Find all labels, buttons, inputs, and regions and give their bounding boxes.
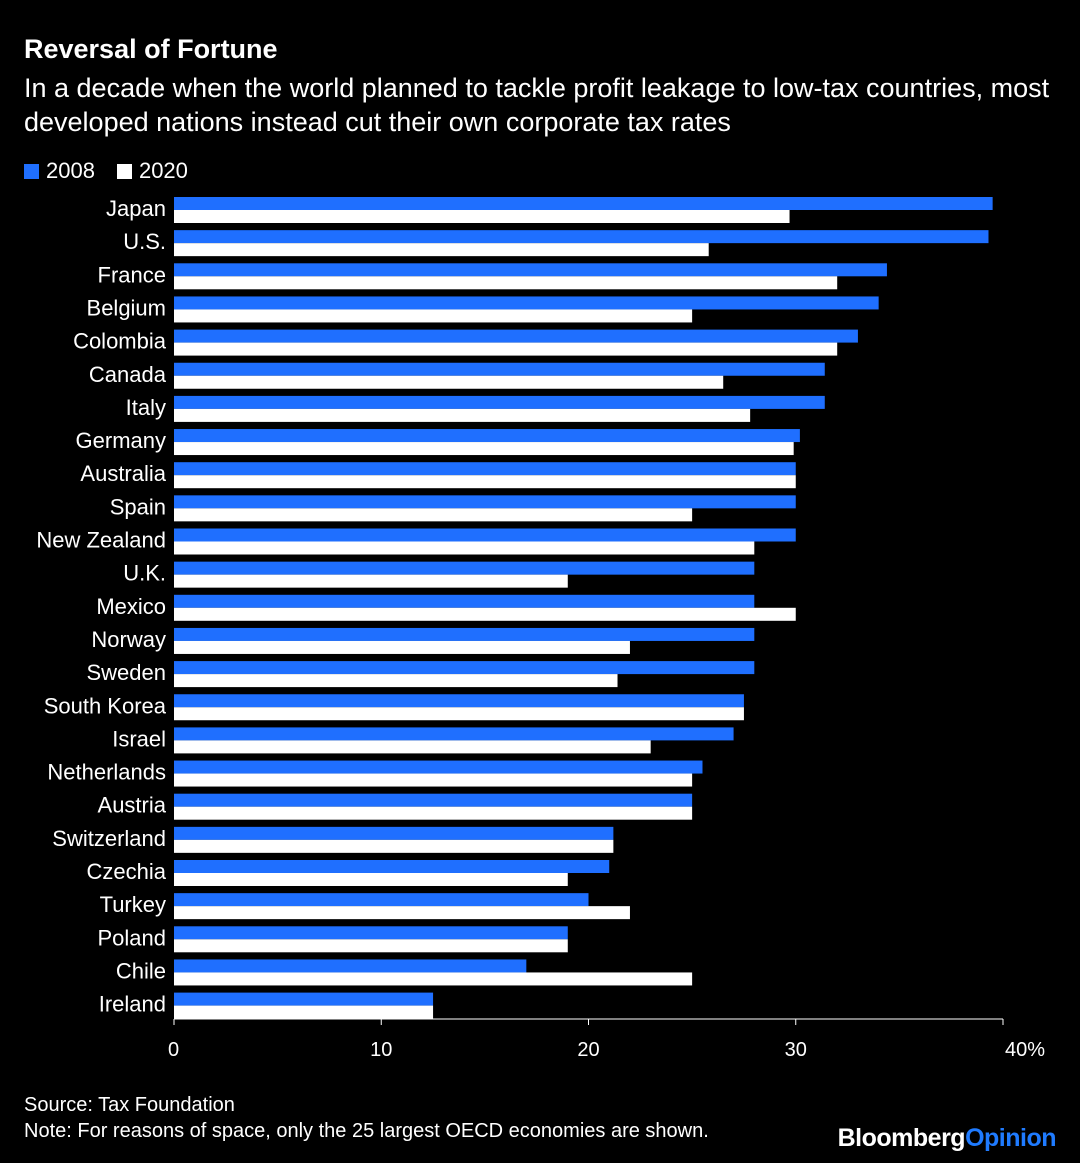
category-label-czechia: Czechia xyxy=(87,859,167,884)
bar-2008-spain xyxy=(174,495,796,509)
bar-2020-australia xyxy=(174,475,796,489)
bar-2020-spain xyxy=(174,508,693,522)
bar-2008-japan xyxy=(174,197,993,210)
x-tick-label-10: 10 xyxy=(370,1039,392,1061)
bar-2008-u-k xyxy=(174,561,755,575)
category-label-south-korea: South Korea xyxy=(44,693,167,718)
bar-2020-switzerland xyxy=(174,839,614,853)
category-label-u-k: U.K. xyxy=(123,561,166,586)
x-tick-label-20: 20 xyxy=(577,1039,599,1061)
bar-2020-czechia xyxy=(174,873,568,886)
bar-2008-new-zealand xyxy=(174,528,796,542)
category-label-norway: Norway xyxy=(91,627,166,652)
bar-2020-sweden xyxy=(174,674,618,688)
bar-2008-norway xyxy=(174,627,755,641)
bar-2008-ireland xyxy=(174,992,434,1006)
bar-2008-poland xyxy=(174,926,568,940)
source-note: Source: Tax Foundation xyxy=(24,1094,235,1116)
category-label-germany: Germany xyxy=(76,428,166,453)
category-label-colombia: Colombia xyxy=(73,329,167,354)
bar-2008-turkey xyxy=(174,893,589,907)
bar-2008-italy xyxy=(174,395,825,409)
category-label-japan: Japan xyxy=(106,196,166,221)
bar-2020-turkey xyxy=(174,906,630,920)
category-label-belgium: Belgium xyxy=(87,295,166,320)
bar-2020-ireland xyxy=(174,1005,434,1019)
bar-2008-czechia xyxy=(174,860,610,873)
category-label-australia: Australia xyxy=(80,461,166,486)
bar-2020-canada xyxy=(174,375,724,389)
bar-2008-sweden xyxy=(174,661,755,675)
legend-item-2020: 2020 xyxy=(116,158,188,184)
bar-2020-austria xyxy=(174,806,693,820)
brand-logo: BloombergOpinion xyxy=(837,1124,1057,1153)
bar-2020-italy xyxy=(174,408,751,422)
legend: 2008 2020 xyxy=(24,158,210,184)
bar-2020-poland xyxy=(174,939,568,953)
brand-opinion: Opinion xyxy=(965,1124,1056,1152)
bar-2020-colombia xyxy=(174,342,838,356)
bar-2008-u-s xyxy=(174,230,989,244)
bar-2008-netherlands xyxy=(174,760,703,774)
category-label-sweden: Sweden xyxy=(86,660,166,685)
bar-2020-chile xyxy=(174,972,693,986)
legend-item-2008: 2008 xyxy=(24,158,95,184)
chart-subtitle: In a decade when the world planned to ta… xyxy=(24,73,1050,137)
bar-2020-south-korea xyxy=(174,707,744,721)
legend-label-2020: 2020 xyxy=(138,158,188,183)
bar-2008-france xyxy=(174,263,887,277)
category-label-u-s: U.S. xyxy=(123,229,166,254)
category-label-austria: Austria xyxy=(98,793,167,818)
bar-2020-netherlands xyxy=(174,773,693,787)
category-label-ireland: Ireland xyxy=(99,992,166,1017)
legend-swatch-2020 xyxy=(116,163,132,179)
bar-2020-germany xyxy=(174,442,794,456)
category-label-france: France xyxy=(98,262,166,287)
bar-chart: Japan U.S. France Belgium Colombia Canada Ital… xyxy=(36,196,1045,1061)
bar-2008-switzerland xyxy=(174,826,614,840)
x-tick-label-30: 30 xyxy=(785,1039,807,1061)
bar-2008-colombia xyxy=(174,329,858,343)
bar-2008-chile xyxy=(174,959,527,973)
brand-bloomberg: Bloomberg xyxy=(837,1124,966,1152)
bar-2020-israel xyxy=(174,740,651,754)
bar-2008-australia xyxy=(174,462,796,476)
bar-2020-mexico xyxy=(174,607,796,621)
x-tick-label-0: 0 xyxy=(168,1039,179,1061)
bar-2008-germany xyxy=(174,429,800,443)
bar-2008-south-korea xyxy=(174,694,744,708)
footnote: Note: For reasons of space, only the 25 … xyxy=(24,1120,709,1142)
bar-2008-austria xyxy=(174,793,693,807)
x-tick-label-40: 40% xyxy=(1005,1039,1045,1061)
legend-swatch-2008 xyxy=(24,163,39,179)
bar-2008-belgium xyxy=(174,296,879,310)
bar-2020-u-s xyxy=(174,243,709,257)
bar-2020-new-zealand xyxy=(174,541,755,555)
category-label-poland: Poland xyxy=(97,925,166,950)
category-label-new-zealand: New Zealand xyxy=(36,528,166,553)
category-label-chile: Chile xyxy=(116,958,166,983)
category-label-canada: Canada xyxy=(89,362,167,387)
bar-2020-japan xyxy=(174,210,790,223)
category-label-switzerland: Switzerland xyxy=(52,826,166,851)
bar-2008-israel xyxy=(174,727,734,741)
legend-label-2008: 2008 xyxy=(46,158,95,183)
bar-2020-france xyxy=(174,276,838,290)
bar-2020-belgium xyxy=(174,309,693,323)
category-label-netherlands: Netherlands xyxy=(47,760,166,785)
bar-2020-norway xyxy=(174,640,630,654)
category-label-italy: Italy xyxy=(126,395,166,420)
bar-2008-mexico xyxy=(174,594,755,608)
bar-2020-u-k xyxy=(174,574,568,588)
category-label-israel: Israel xyxy=(112,726,166,751)
chart-title: Reversal of Fortune xyxy=(24,34,278,64)
category-label-turkey: Turkey xyxy=(100,892,166,917)
bar-2008-canada xyxy=(174,362,825,376)
category-label-spain: Spain xyxy=(110,494,166,519)
category-label-mexico: Mexico xyxy=(96,594,166,619)
